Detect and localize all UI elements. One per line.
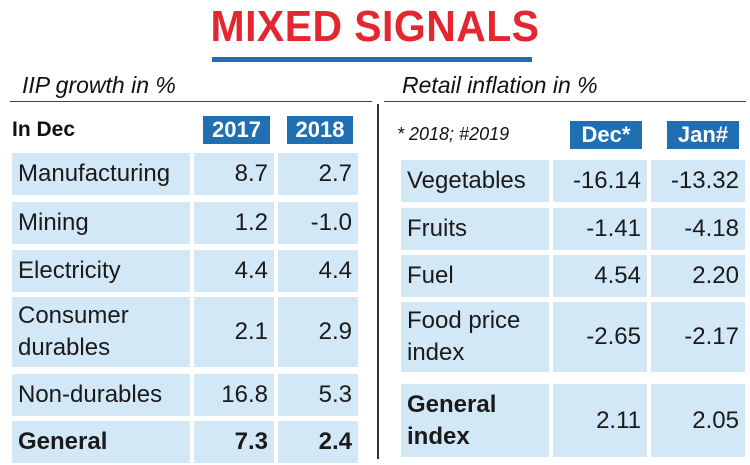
value-dec: 2.11: [553, 384, 647, 457]
value-dec: 4.54: [553, 255, 647, 297]
iip-col-2017: 2017: [203, 116, 270, 144]
value-2018: 4.4: [278, 250, 358, 292]
value-2018: 2.9: [278, 297, 358, 367]
panel-divider: [377, 104, 379, 459]
value-jan: -4.18: [651, 208, 745, 250]
inflation-col-jan: Jan#: [667, 121, 739, 149]
value-jan: 2.20: [651, 255, 745, 297]
row-label: General index: [401, 384, 549, 457]
value-2017: 1.2: [194, 202, 274, 244]
value-2017: 2.1: [194, 297, 274, 367]
value-2018: -1.0: [278, 202, 358, 244]
row-label: Fuel: [401, 255, 549, 297]
inflation-row-fuel: Fuel 4.54 2.20: [401, 255, 745, 297]
inflation-subtitle: Retail inflation in %: [402, 72, 598, 98]
value-2017: 4.4: [194, 250, 274, 292]
value-2018: 5.3: [278, 374, 358, 416]
row-label: Mining: [12, 202, 190, 244]
value-dec: -16.14: [553, 160, 647, 202]
value-2017: 8.7: [194, 153, 274, 195]
row-label: Electricity: [12, 250, 190, 292]
row-label: Non-durables: [12, 374, 190, 416]
value-2018: 2.7: [278, 153, 358, 195]
headline: MIXED SIGNALS: [210, 2, 540, 51]
value-jan: -2.17: [651, 302, 745, 372]
iip-row-non-durables: Non-durables 16.8 5.3: [12, 374, 358, 416]
value-jan: 2.05: [651, 384, 745, 457]
row-label: Food price index: [401, 302, 549, 372]
value-2017: 7.3: [194, 421, 274, 463]
headline-underline: [212, 57, 532, 62]
iip-header-rule: [10, 101, 372, 102]
inflation-row-food-price-index: Food price index -2.65 -2.17: [401, 302, 745, 372]
value-dec: -2.65: [553, 302, 647, 372]
row-label: Consumer durables: [12, 297, 190, 367]
row-label: Vegetables: [401, 160, 549, 202]
inflation-footnote: * 2018; #2019: [397, 124, 510, 144]
iip-row-general: General 7.3 2.4: [12, 421, 358, 463]
iip-row-mining: Mining 1.2 -1.0: [12, 202, 358, 244]
inflation-col-dec: Dec*: [570, 121, 642, 149]
iip-row-header: In Dec: [12, 118, 76, 141]
iip-subtitle: IIP growth in %: [22, 72, 176, 98]
value-dec: -1.41: [553, 208, 647, 250]
inflation-row-general-index: General index 2.11 2.05: [401, 384, 745, 457]
row-label: Manufacturing: [12, 153, 190, 195]
iip-row-consumer-durables: Consumer durables 2.1 2.9: [12, 297, 358, 367]
value-jan: -13.32: [651, 160, 745, 202]
value-2017: 16.8: [194, 374, 274, 416]
inflation-row-fruits: Fruits -1.41 -4.18: [401, 208, 745, 250]
inflation-header-rule: [384, 101, 746, 102]
row-label: General: [12, 421, 190, 463]
iip-col-2018: 2018: [287, 116, 353, 144]
row-label: Fruits: [401, 208, 549, 250]
inflation-row-vegetables: Vegetables -16.14 -13.32: [401, 160, 745, 202]
iip-row-manufacturing: Manufacturing 8.7 2.7: [12, 153, 358, 195]
value-2018: 2.4: [278, 421, 358, 463]
iip-row-electricity: Electricity 4.4 4.4: [12, 250, 358, 292]
